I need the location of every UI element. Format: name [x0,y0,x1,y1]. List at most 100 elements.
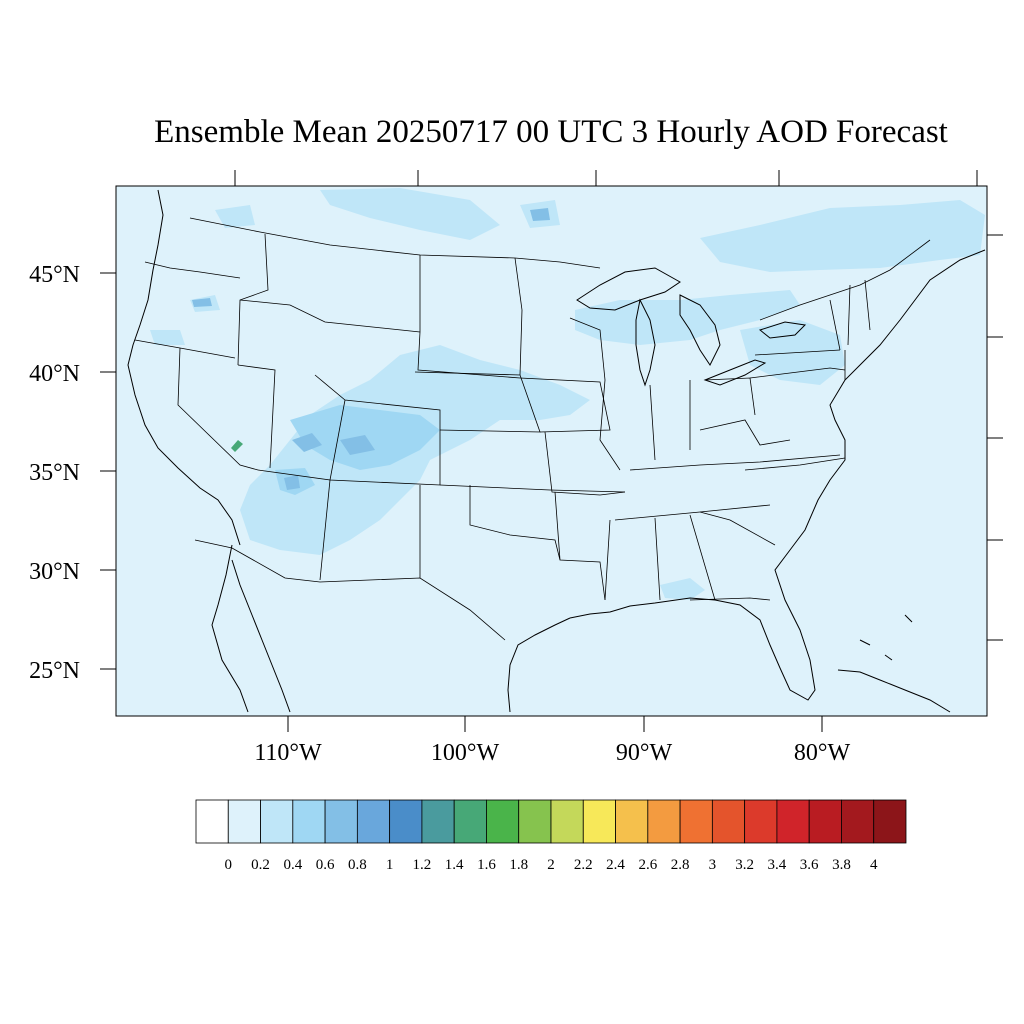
colorbar-label: 3.2 [735,857,754,873]
colorbar-label: 0.6 [316,857,335,873]
border-mo-ar [544,431,626,496]
border-ne-ks [414,371,541,433]
colorbar-label: 2.6 [638,857,657,873]
coastline-baja [211,544,249,713]
colorbar-box-16 [711,799,746,844]
colorbar-label: 1.8 [509,857,528,873]
border-ks-ok [439,484,626,493]
coastline-mexico-gulf [507,617,571,713]
lon-label-90w: 90°W [616,740,673,766]
border-mt-wy [239,299,421,333]
lat-label-35n: 35°N [29,460,80,486]
colorbar-box-21 [873,799,907,844]
coastline-bahamas [859,614,913,661]
bottom-axis-ticks [287,716,823,732]
border-wi-il [569,317,621,471]
aod-hotspot-nevada [231,440,243,452]
aod-plume-east-rockies [420,370,540,405]
border-id [237,233,269,366]
border-wa-or [144,261,241,279]
colorbar-label: 0.8 [348,857,367,873]
border-new-england [829,279,871,351]
colorbar-label: 4 [870,857,878,873]
colorbar-box-0 [195,799,229,844]
colorbar-label: 2.4 [606,857,625,873]
border-co [314,374,441,486]
colorbar [195,799,907,844]
coastline-cuba [837,669,951,713]
aod-shading-0.6-0.8 [192,208,550,490]
aod-hotspot-colorado [340,435,375,455]
colorbar-labels: 0 0.2 0.4 0.6 0.8 1 1.2 1.4 1.6 1.8 2 2.2 2.4 2.6 2.8 3… [225,857,878,873]
lake-erie [703,359,767,386]
state-boundaries [134,217,931,641]
colorbar-box-12 [582,799,616,844]
border-ut [237,364,276,469]
top-axis-ticks [234,170,978,186]
latitude-labels: 45°N 40°N 35°N 30°N 25°N [29,262,80,684]
colorbar-box-10 [518,799,552,844]
colorbar-box-9 [486,799,520,844]
colorbar-label: 1.2 [413,857,432,873]
border-ok-tx [469,485,561,561]
colorbar-label: 1 [386,857,394,873]
colorbar-label: 2.2 [574,857,593,873]
aod-hotspot-superior [530,208,550,221]
colorbar-box-18 [776,799,810,844]
colorbar-box-1 [227,799,261,844]
colorbar-box-20 [841,799,875,844]
map-panel [100,170,1003,732]
colorbar-label: 2.8 [671,857,690,873]
map-background [116,186,987,716]
colorbar-box-4 [324,799,358,844]
figure-title: Ensemble Mean 20250717 00 UTC 3 Hourly A… [154,114,948,150]
colorbar-label: 1.4 [445,857,464,873]
border-az-nm [257,469,331,581]
colorbar-box-11 [550,799,584,844]
lake-michigan [635,298,656,387]
aod-plume-ontario [700,200,985,272]
lat-label-45n: 45°N [29,262,80,288]
border-mexico [194,539,506,641]
aod-hotspot-utah [292,433,322,452]
border-tn-ky [629,454,841,471]
left-axis-ticks [100,272,116,670]
colorbar-box-17 [744,799,778,844]
colorbar-box-19 [808,799,842,844]
colorbar-box-15 [679,799,713,844]
colorbar-box-8 [453,799,487,844]
lake-huron [679,294,721,366]
colorbar-label: 0.4 [283,857,302,873]
border-ca-ny [759,239,931,321]
aod-patch-wa [215,205,255,228]
coastline-gulf-of-california [231,559,291,713]
lat-label-25n: 25°N [29,658,80,684]
aod-shading-1.4-1.6 [231,440,243,452]
border-pa-ny [749,349,846,380]
border-ar-la [554,491,606,601]
aod-patch-ca [150,330,185,345]
border-ga-fl [689,597,771,601]
border-mn [514,257,523,376]
colorbar-label: 3.4 [768,857,787,873]
colorbar-box-13 [615,799,649,844]
border-nv [177,347,259,471]
aod-hotspot-arizona [284,475,300,490]
lon-label-100w: 100°W [431,740,500,766]
colorbar-box-5 [356,799,391,844]
colorbar-label: 3 [709,857,717,873]
colorbar-label: 0 [225,857,233,873]
border-va-nc [744,457,846,471]
lat-label-30n: 30°N [29,559,80,585]
aod-patch-gulf [660,578,705,600]
lake-superior [576,267,681,311]
colorbar-box-6 [389,799,423,844]
lat-label-40n: 40°N [29,361,80,387]
aod-hotspot-oregon [192,298,212,307]
coastline-pacific [127,189,241,546]
colorbar-label: 2 [547,857,555,873]
colorbar-label: 3.6 [800,857,819,873]
border-nd-sd [417,255,521,379]
lon-label-80w: 80°W [794,740,851,766]
aod-plume-canada-north [320,188,500,240]
